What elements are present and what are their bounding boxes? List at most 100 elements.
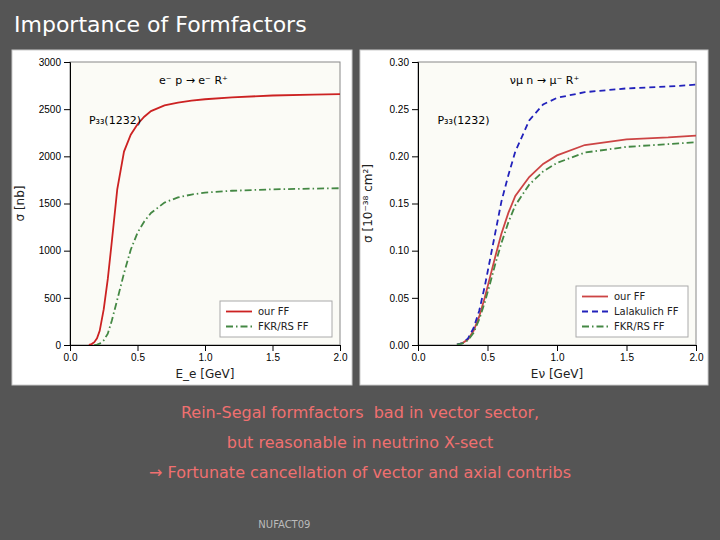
x-tick: 0.0 bbox=[64, 345, 78, 363]
y-tick-mark bbox=[412, 62, 418, 63]
y-tick-label: 2500 bbox=[39, 104, 62, 115]
x-axis-title: Eν [GeV] bbox=[531, 367, 583, 381]
legend: our FF Lalakulich FF FKR/RS FF bbox=[576, 286, 688, 337]
y-axis: 0.00 0.05 0.10 0.15 0.20 0.25 0.30 bbox=[390, 57, 419, 351]
note: → Fortunate cancellation of vector and a… bbox=[149, 463, 571, 482]
y-tick-mark bbox=[412, 109, 418, 110]
y-tick: 500 bbox=[44, 293, 70, 304]
x-tick: 1.5 bbox=[620, 345, 634, 363]
y-tick: 0.30 bbox=[390, 57, 418, 68]
y-tick: 0.00 bbox=[390, 340, 418, 351]
y-tick-label: 0.05 bbox=[390, 293, 410, 304]
y-tick: 0.20 bbox=[390, 151, 418, 162]
y-tick-label: 1500 bbox=[39, 198, 62, 209]
lines bbox=[89, 94, 340, 345]
legend-entry: FKR/RS FF bbox=[614, 321, 665, 332]
panel: 0.00.51.01.52.00.000.050.100.150.200.250… bbox=[360, 50, 708, 385]
x-tick: 1.0 bbox=[551, 345, 565, 363]
x-tick: 2.0 bbox=[334, 345, 348, 363]
y-axis-title: σ [nb] bbox=[13, 185, 27, 221]
y-axis-line bbox=[64, 63, 71, 346]
y-tick: 2500 bbox=[39, 104, 70, 115]
legend-box bbox=[220, 301, 332, 337]
y-tick-mark bbox=[64, 204, 70, 205]
annotation: P₃₃(1232) bbox=[437, 114, 489, 127]
x-tick: 2.0 bbox=[690, 345, 704, 363]
annotation: P₃₃(1232) bbox=[89, 114, 141, 127]
legend-swatch bbox=[226, 326, 252, 328]
legend-swatch bbox=[582, 311, 608, 313]
annotation: e⁻ p → e⁻ R⁺ bbox=[159, 74, 228, 87]
legend-swatch bbox=[582, 326, 608, 328]
y-tick-mark bbox=[412, 251, 418, 252]
x-tick-mark bbox=[340, 345, 341, 351]
y-tick-mark bbox=[64, 109, 70, 110]
x-tick-label: 1.0 bbox=[199, 352, 213, 363]
x-tick-label: 0.0 bbox=[64, 352, 78, 363]
x-axis-line bbox=[71, 346, 341, 352]
x-tick-mark bbox=[205, 345, 206, 351]
y-tick: 3000 bbox=[39, 57, 70, 68]
y-tick-label: 0.10 bbox=[390, 245, 410, 256]
y-axis-line bbox=[412, 63, 419, 346]
background bbox=[0, 0, 720, 540]
legend-box bbox=[576, 286, 688, 337]
legend-entry: our FF bbox=[614, 291, 645, 302]
annotation: νμ n → μ⁻ R⁺ bbox=[510, 74, 580, 87]
y-tick-label: 3000 bbox=[39, 57, 62, 68]
y-tick-label: 0.30 bbox=[390, 57, 410, 68]
series-line bbox=[94, 188, 340, 345]
x-tick-label: 0.0 bbox=[412, 352, 426, 363]
x-tick-mark bbox=[627, 345, 628, 351]
x-axis: 0.00.51.01.52.0 bbox=[64, 345, 348, 363]
y-tick: 0.15 bbox=[390, 198, 418, 209]
legend-swatch bbox=[582, 296, 608, 298]
legend-swatch bbox=[226, 311, 252, 313]
x-tick-label: 1.5 bbox=[620, 352, 634, 363]
x-tick: 0.5 bbox=[481, 345, 495, 363]
plot: 0.00.51.01.52.0050010001500200025003000E… bbox=[13, 57, 348, 381]
x-tick-mark bbox=[488, 345, 489, 351]
lines bbox=[457, 85, 696, 345]
y-tick: 2000 bbox=[39, 151, 70, 162]
y-tick-label: 2000 bbox=[39, 151, 62, 162]
y-tick-mark bbox=[412, 345, 418, 346]
series-line bbox=[457, 85, 696, 345]
plot-area bbox=[70, 62, 340, 345]
y-axis: 0 500 1000 1500 2000 2500 3000 bbox=[39, 57, 71, 351]
x-axis-title: E_e [GeV] bbox=[175, 367, 234, 381]
panel-box bbox=[12, 50, 352, 385]
y-tick-mark bbox=[64, 345, 70, 346]
legend-entry: Lalakulich FF bbox=[614, 306, 679, 317]
x-tick-mark bbox=[696, 345, 697, 351]
legend-entry: FKR/RS FF bbox=[258, 321, 309, 332]
x-axis: 0.0 0.5 1.0 1.5 2.0 bbox=[412, 345, 704, 363]
x-tick-mark bbox=[273, 345, 274, 351]
page: Importance of Formfactors 0.0 0.5 1.0 1.5 2.0… bbox=[0, 0, 720, 540]
x-tick-label: 1.0 bbox=[551, 352, 565, 363]
plot-area bbox=[418, 62, 696, 345]
plot: 0.00.51.01.52.00.000.050.100.150.200.250… bbox=[361, 57, 704, 381]
x-tick-mark bbox=[138, 345, 139, 351]
x-tick: 0.5 bbox=[131, 345, 145, 363]
series-line bbox=[457, 142, 696, 344]
note: Rein-Segal formfactors bad in vector sec… bbox=[181, 403, 539, 422]
x-axis-line bbox=[419, 346, 697, 352]
y-tick: 0 bbox=[55, 340, 70, 351]
y-tick-label: 0.25 bbox=[390, 104, 410, 115]
y-tick: 0.05 bbox=[390, 293, 418, 304]
series-line bbox=[457, 136, 696, 345]
panel: 0.00.51.01.52.0050010001500200025003000E… bbox=[12, 50, 352, 385]
y-tick-label: 1000 bbox=[39, 245, 62, 256]
x-tick-mark bbox=[557, 345, 558, 351]
y-tick-label: 500 bbox=[44, 293, 61, 304]
y-axis-title: σ [10⁻³⁸ cm²] bbox=[361, 164, 375, 243]
y-tick-mark bbox=[64, 156, 70, 157]
y-tick-label: 0.20 bbox=[390, 151, 410, 162]
title: Importance of Formfactors bbox=[14, 12, 307, 37]
y-tick-mark bbox=[64, 62, 70, 63]
y-tick-mark bbox=[412, 204, 418, 205]
legend-entry: our FF bbox=[258, 306, 289, 317]
y-tick-label: 0 bbox=[55, 340, 61, 351]
x-tick: 0.0 bbox=[412, 345, 426, 363]
